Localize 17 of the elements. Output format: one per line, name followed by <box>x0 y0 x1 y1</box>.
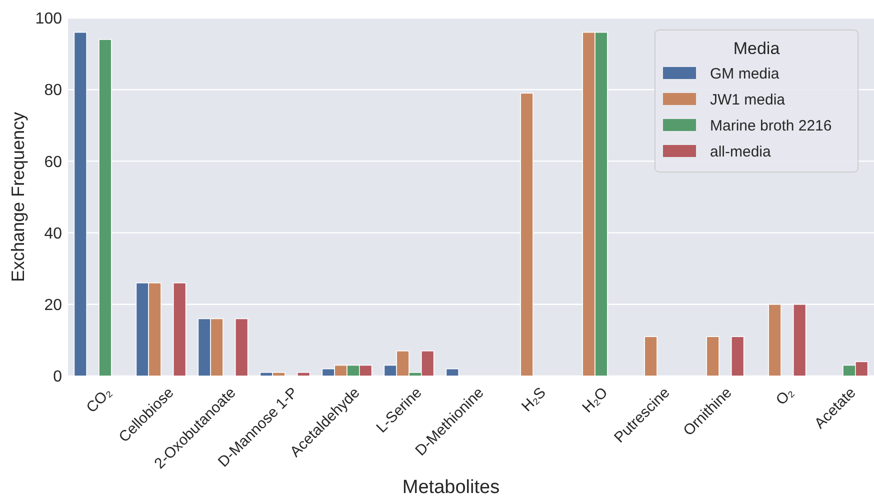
legend-label: GM media <box>710 65 780 82</box>
y-tick-label: 20 <box>44 297 62 314</box>
x-tick-label: CO₂ <box>83 384 116 416</box>
y-tick-label: 40 <box>44 225 62 242</box>
x-tick-label: H₂O <box>579 384 612 416</box>
y-tick-label: 100 <box>35 10 62 28</box>
legend-title: Media <box>733 39 780 58</box>
legend-label: Marine broth 2216 <box>710 117 832 134</box>
x-tick-label: O₂ <box>772 384 798 409</box>
y-tick-label: 0 <box>53 368 62 386</box>
y-tick-label: 80 <box>44 82 62 100</box>
legend-label: all-media <box>710 143 772 160</box>
x-tick-label: H₂S <box>518 384 550 416</box>
legend-label: JW1 media <box>710 91 786 108</box>
x-axis-title: Metabolites <box>402 477 500 498</box>
y-axis-title: Exchange Frequency <box>8 112 28 282</box>
y-tick-label: 60 <box>44 154 62 171</box>
